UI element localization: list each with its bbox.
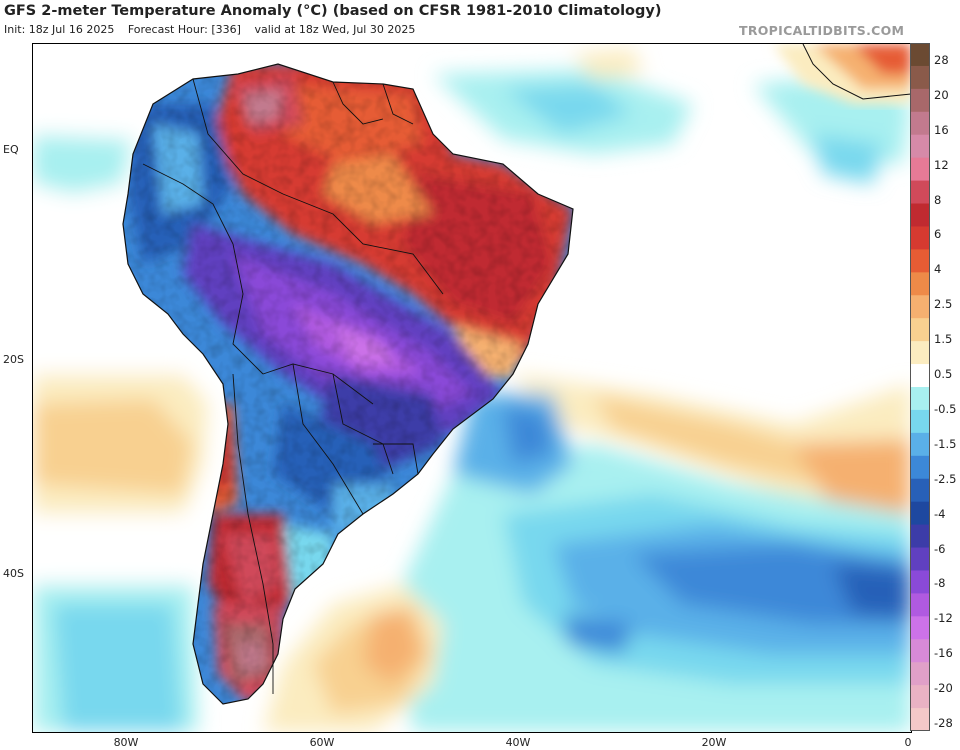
colorbar-swatch xyxy=(910,111,930,136)
colorbar-swatch xyxy=(910,43,930,67)
colorbar-swatch xyxy=(910,593,930,617)
colorbar xyxy=(910,43,930,731)
colorbar-swatch xyxy=(910,157,930,182)
colorbar-swatch xyxy=(910,662,930,686)
colorbar-swatch xyxy=(910,524,930,549)
map-title: GFS 2-meter Temperature Anomaly (°C) (ba… xyxy=(4,3,662,19)
map-subtitle: Init: 18z Jul 16 2025 Forecast Hour: [33… xyxy=(4,23,425,36)
lat-label-eq: EQ xyxy=(3,143,19,156)
colorbar-swatch xyxy=(910,226,930,250)
colorbar-tick-label: 12 xyxy=(934,157,949,172)
colorbar-tick-label: 2.5 xyxy=(934,297,953,312)
colorbar-tick-label: -1.5 xyxy=(934,436,957,451)
colorbar-tick-label: 20 xyxy=(934,87,949,102)
lon-label-40w: 40W xyxy=(505,736,531,749)
colorbar-tick-label: -8 xyxy=(934,576,946,591)
lon-label-80w: 80W xyxy=(113,736,139,749)
forecast-hour: Forecast Hour: [336] xyxy=(127,23,241,36)
colorbar-swatch xyxy=(910,295,930,319)
colorbar-swatch xyxy=(910,134,930,159)
anomaly-map-graphic xyxy=(33,44,911,732)
colorbar-swatch xyxy=(910,65,930,90)
colorbar-swatch xyxy=(910,180,930,205)
colorbar-tick-label: -12 xyxy=(934,611,953,626)
colorbar-swatch xyxy=(910,387,930,411)
lon-label-0: 0 xyxy=(904,736,912,749)
colorbar-swatch xyxy=(910,455,930,480)
lat-label-40s: 40S xyxy=(3,567,24,580)
brand-watermark[interactable]: TROPICALTIDBITS.COM xyxy=(739,23,905,38)
colorbar-tick-label: 28 xyxy=(934,53,949,67)
init-time: Init: 18z Jul 16 2025 xyxy=(4,23,115,36)
colorbar-swatch xyxy=(910,409,930,434)
colorbar-tick-label: 6 xyxy=(934,227,942,242)
colorbar-swatch xyxy=(910,249,930,273)
colorbar-tick-label: -28 xyxy=(934,716,953,730)
colorbar-tick-label: 8 xyxy=(934,192,942,207)
colorbar-tick-label: -6 xyxy=(934,541,946,556)
colorbar-swatch xyxy=(910,341,930,365)
lon-label-20w: 20W xyxy=(701,736,727,749)
colorbar-tick-label: -4 xyxy=(934,506,946,521)
colorbar-tick-label: 1.5 xyxy=(934,332,953,347)
colorbar-swatch xyxy=(910,708,930,731)
colorbar-swatch xyxy=(910,639,930,663)
colorbar-tick-label: 4 xyxy=(934,262,942,277)
colorbar-swatch xyxy=(910,616,930,640)
colorbar-swatch xyxy=(910,203,930,228)
colorbar-swatch xyxy=(910,364,930,388)
colorbar-swatch xyxy=(910,685,930,709)
colorbar-swatch xyxy=(910,88,930,113)
colorbar-swatch xyxy=(910,272,930,296)
lon-label-60w: 60W xyxy=(309,736,335,749)
anomaly-map xyxy=(32,43,912,733)
valid-time: valid at 18z Wed, Jul 30 2025 xyxy=(254,23,416,36)
colorbar-tick-label: -0.5 xyxy=(934,401,957,416)
colorbar-tick-label: -16 xyxy=(934,646,953,661)
colorbar-swatch xyxy=(910,478,930,503)
colorbar-swatch xyxy=(910,432,930,457)
colorbar-swatch xyxy=(910,501,930,526)
colorbar-swatch xyxy=(910,318,930,342)
colorbar-swatch xyxy=(910,547,930,572)
colorbar-swatch xyxy=(910,570,930,594)
colorbar-tick-label: -2.5 xyxy=(934,471,957,486)
colorbar-frame xyxy=(910,43,930,731)
colorbar-tick-label: 0.5 xyxy=(934,367,953,382)
colorbar-tick-label: -20 xyxy=(934,681,953,696)
colorbar-tick-label: 16 xyxy=(934,122,949,137)
lat-label-20s: 20S xyxy=(3,353,24,366)
